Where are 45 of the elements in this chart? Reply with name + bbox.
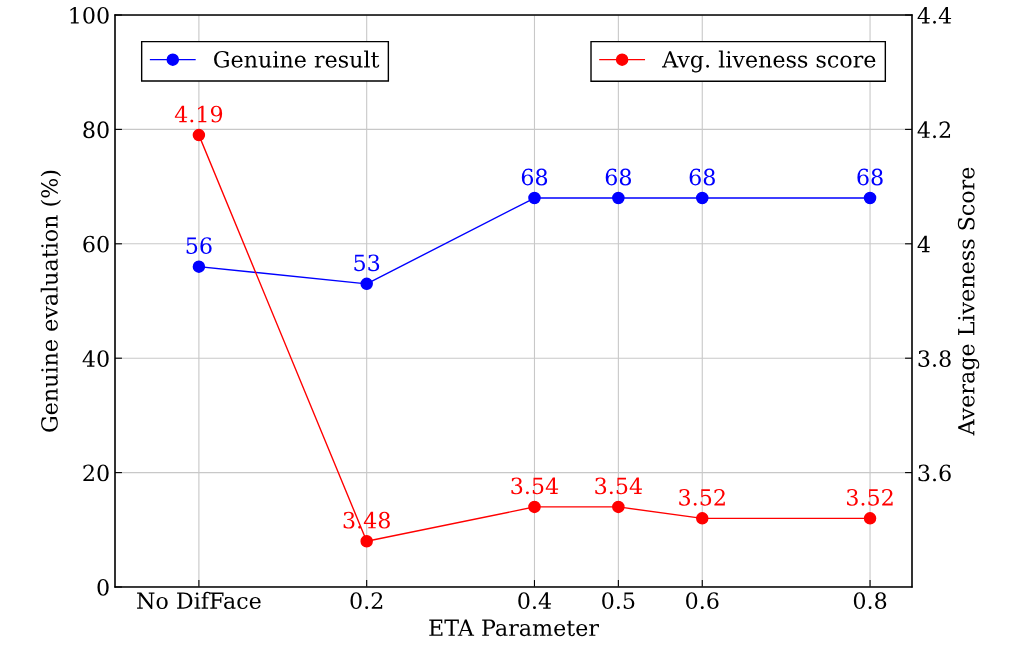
data-label: 3.54 [511, 477, 559, 495]
y-axis-title: Genuine evaluation (%) [40, 170, 62, 432]
y-tick-label: 80 [83, 121, 109, 139]
y2-axis-title: Average Liveness Score [957, 167, 980, 436]
y2-tick-label: 4.2 [917, 121, 951, 139]
point [863, 191, 877, 205]
y2-tick-label: 4.4 [917, 6, 952, 24]
x-tick-label: 0.8 [853, 592, 887, 610]
data-label: 68 [605, 168, 632, 186]
data-label: 4.19 [174, 105, 223, 123]
point [696, 512, 709, 525]
point [528, 191, 541, 205]
point [360, 534, 373, 548]
y-tick-label: 60 [83, 235, 109, 253]
y2-tick-label: 3.8 [918, 350, 951, 367]
data-label: 68 [689, 168, 715, 186]
y-tick-label: 100 [70, 6, 109, 24]
y2-tick-label: 3.6 [918, 464, 951, 482]
x-tick-label: 0.5 [602, 592, 635, 610]
x-tick-label: No DifFace [137, 591, 261, 610]
point [192, 128, 206, 142]
x-tick-label: 0.6 [686, 592, 719, 610]
data-label: 56 [186, 237, 212, 255]
point [696, 191, 709, 205]
data-label: 53 [354, 254, 380, 272]
data-label: 3.54 [595, 477, 642, 495]
legend-label: Genuine result [214, 50, 380, 68]
point [863, 512, 877, 525]
x-tick-label: 0.4 [518, 592, 552, 610]
y2-tick-label: 4 [917, 235, 930, 253]
x-axis-title: ETA Parameter [429, 619, 599, 637]
legend-label: Avg. liveness score [661, 50, 876, 73]
y-tick-label: 40 [82, 350, 109, 367]
y-tick-label: 0 [97, 578, 109, 596]
data-label: 68 [857, 168, 883, 186]
point [612, 191, 625, 205]
y-tick-label: 20 [83, 464, 109, 482]
data-label: 3.52 [847, 488, 893, 506]
data-label: 68 [521, 168, 548, 186]
data-label: 3.52 [679, 488, 725, 506]
x-tick-label: 0.2 [350, 592, 383, 610]
point [528, 500, 541, 514]
point [360, 277, 373, 291]
point [612, 500, 625, 514]
point [192, 260, 206, 273]
